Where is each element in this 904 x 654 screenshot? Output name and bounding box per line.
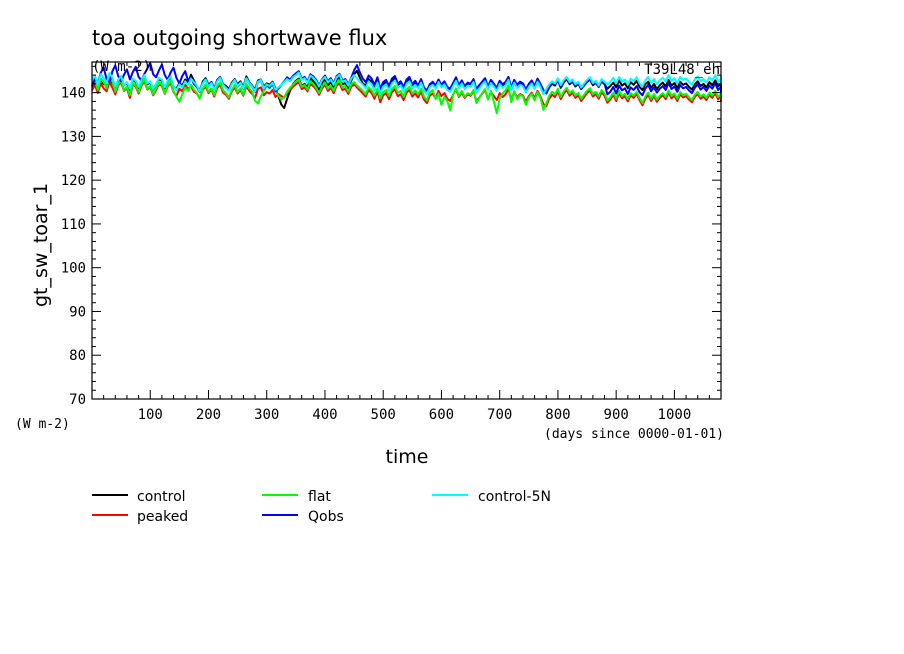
- y-tick-label: 70: [69, 392, 86, 408]
- y-unit-label: (W m-2): [15, 417, 70, 432]
- series-line-control-5n: [91, 71, 722, 96]
- x-axis-label: time: [386, 446, 429, 468]
- y-tick-label: 80: [69, 348, 86, 364]
- legend-label-control-5n: control-5N: [478, 489, 551, 505]
- y-tick-label: 130: [61, 129, 86, 145]
- legend-label-flat: flat: [308, 489, 331, 505]
- x-tick-label: 300: [254, 407, 279, 423]
- axis-ticks: 100 200 300 400 500 600 700 800 900 1000 70 80 90 100…: [61, 62, 721, 423]
- y-axis-label: gt_sw_toar_1: [30, 183, 52, 307]
- legend-label-qobs: Qobs: [308, 509, 344, 525]
- legend-label-control: control: [137, 489, 186, 505]
- x-tick-label: 600: [429, 407, 454, 423]
- y-tick-label: 120: [61, 173, 86, 189]
- legend-item-peaked: peaked: [92, 509, 188, 525]
- x-tick-label: 200: [196, 407, 221, 423]
- x-tick-label: 900: [604, 407, 629, 423]
- chart-title: toa outgoing shortwave flux: [92, 26, 387, 50]
- y-tick-label: 100: [61, 261, 86, 277]
- x-unit-label: (days since 0000-01-01): [544, 427, 724, 442]
- x-tick-label: 700: [487, 407, 512, 423]
- legend: control peaked flat Qobs control-5N: [92, 489, 551, 525]
- legend-item-control: control: [92, 489, 186, 505]
- series-line-flat: [91, 75, 722, 115]
- legend-item-flat: flat: [262, 489, 331, 505]
- y-tick-label: 140: [61, 86, 86, 102]
- x-tick-label: 1000: [658, 407, 692, 423]
- y-tick-label: 110: [61, 217, 86, 233]
- x-tick-label: 500: [371, 407, 396, 423]
- units-label: (W m-2): [92, 59, 151, 75]
- legend-label-peaked: peaked: [137, 509, 188, 525]
- series-lines: [91, 61, 722, 115]
- y-tick-label: 90: [69, 304, 86, 320]
- x-tick-label: 400: [312, 407, 337, 423]
- x-tick-label: 800: [545, 407, 570, 423]
- plot-frame: [91, 61, 722, 400]
- run-label: T39L48_eh: [644, 62, 720, 78]
- legend-item-control-5n: control-5N: [432, 489, 551, 505]
- x-tick-label: 100: [138, 407, 163, 423]
- legend-item-qobs: Qobs: [262, 509, 344, 525]
